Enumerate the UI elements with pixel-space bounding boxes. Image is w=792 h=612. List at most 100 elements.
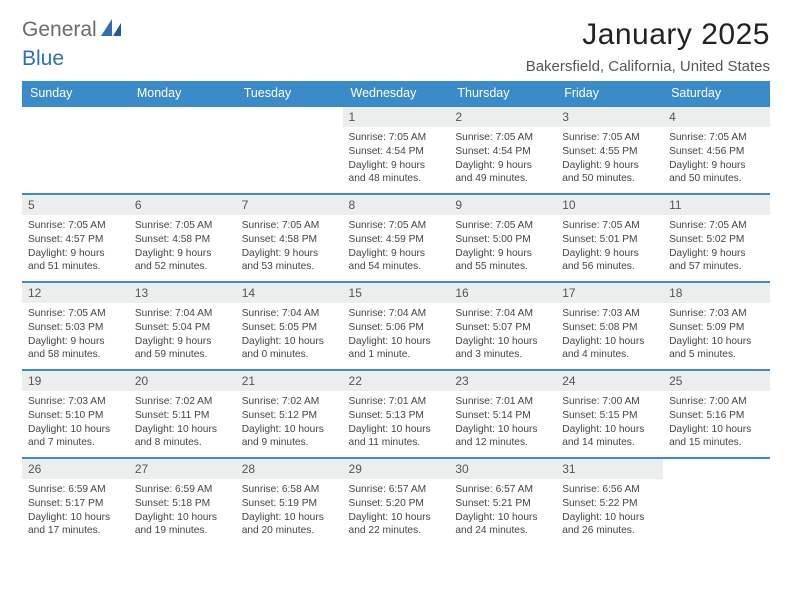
sunrise-line: Sunrise: 6:57 AM	[349, 483, 444, 497]
calendar-body: 1Sunrise: 7:05 AMSunset: 4:54 PMDaylight…	[22, 106, 770, 546]
daylight-line: Daylight: 10 hours and 22 minutes.	[349, 511, 444, 539]
day-number: 30	[449, 459, 556, 479]
calendar-day-cell: 15Sunrise: 7:04 AMSunset: 5:06 PMDayligh…	[343, 282, 450, 370]
calendar-day-cell: 28Sunrise: 6:58 AMSunset: 5:19 PMDayligh…	[236, 458, 343, 546]
sunrise-line: Sunrise: 7:04 AM	[135, 307, 230, 321]
day-details: Sunrise: 7:05 AMSunset: 4:54 PMDaylight:…	[449, 127, 556, 192]
calendar-day-cell	[236, 106, 343, 194]
calendar-day-cell: 16Sunrise: 7:04 AMSunset: 5:07 PMDayligh…	[449, 282, 556, 370]
sunrise-line: Sunrise: 7:00 AM	[562, 395, 657, 409]
calendar-day-cell	[663, 458, 770, 546]
daylight-line: Daylight: 10 hours and 9 minutes.	[242, 423, 337, 451]
calendar-week-row: 1Sunrise: 7:05 AMSunset: 4:54 PMDaylight…	[22, 106, 770, 194]
sunrise-line: Sunrise: 7:05 AM	[669, 131, 764, 145]
calendar-table: SundayMondayTuesdayWednesdayThursdayFrid…	[22, 81, 770, 546]
sunrise-line: Sunrise: 7:05 AM	[455, 131, 550, 145]
daylight-line: Daylight: 10 hours and 7 minutes.	[28, 423, 123, 451]
day-details: Sunrise: 6:58 AMSunset: 5:19 PMDaylight:…	[236, 479, 343, 544]
day-details: Sunrise: 6:57 AMSunset: 5:20 PMDaylight:…	[343, 479, 450, 544]
sunrise-line: Sunrise: 6:59 AM	[28, 483, 123, 497]
calendar-day-cell: 4Sunrise: 7:05 AMSunset: 4:56 PMDaylight…	[663, 106, 770, 194]
day-details: Sunrise: 7:02 AMSunset: 5:11 PMDaylight:…	[129, 391, 236, 456]
day-details: Sunrise: 7:04 AMSunset: 5:07 PMDaylight:…	[449, 303, 556, 368]
calendar-day-cell: 11Sunrise: 7:05 AMSunset: 5:02 PMDayligh…	[663, 194, 770, 282]
calendar-day-cell: 6Sunrise: 7:05 AMSunset: 4:58 PMDaylight…	[129, 194, 236, 282]
sunrise-line: Sunrise: 7:05 AM	[28, 307, 123, 321]
day-number: 22	[343, 371, 450, 391]
day-details: Sunrise: 7:05 AMSunset: 5:01 PMDaylight:…	[556, 215, 663, 280]
day-details: Sunrise: 7:03 AMSunset: 5:09 PMDaylight:…	[663, 303, 770, 368]
daylight-line: Daylight: 10 hours and 14 minutes.	[562, 423, 657, 451]
daylight-line: Daylight: 10 hours and 19 minutes.	[135, 511, 230, 539]
calendar-week-row: 19Sunrise: 7:03 AMSunset: 5:10 PMDayligh…	[22, 370, 770, 458]
day-number: 27	[129, 459, 236, 479]
calendar-day-cell: 3Sunrise: 7:05 AMSunset: 4:55 PMDaylight…	[556, 106, 663, 194]
daylight-line: Daylight: 10 hours and 5 minutes.	[669, 335, 764, 363]
sunset-line: Sunset: 5:13 PM	[349, 409, 444, 423]
day-number: 8	[343, 195, 450, 215]
day-details: Sunrise: 7:04 AMSunset: 5:06 PMDaylight:…	[343, 303, 450, 368]
daylight-line: Daylight: 9 hours and 55 minutes.	[455, 247, 550, 275]
sunrise-line: Sunrise: 7:03 AM	[669, 307, 764, 321]
daylight-line: Daylight: 9 hours and 52 minutes.	[135, 247, 230, 275]
weekday-header: Saturday	[663, 81, 770, 106]
day-details: Sunrise: 7:05 AMSunset: 5:03 PMDaylight:…	[22, 303, 129, 368]
daylight-line: Daylight: 10 hours and 11 minutes.	[349, 423, 444, 451]
sunset-line: Sunset: 5:00 PM	[455, 233, 550, 247]
calendar-day-cell: 24Sunrise: 7:00 AMSunset: 5:15 PMDayligh…	[556, 370, 663, 458]
day-details: Sunrise: 7:05 AMSunset: 4:58 PMDaylight:…	[236, 215, 343, 280]
sunset-line: Sunset: 5:18 PM	[135, 497, 230, 511]
sunrise-line: Sunrise: 7:05 AM	[669, 219, 764, 233]
day-number: 17	[556, 283, 663, 303]
sunset-line: Sunset: 4:57 PM	[28, 233, 123, 247]
calendar-day-cell: 10Sunrise: 7:05 AMSunset: 5:01 PMDayligh…	[556, 194, 663, 282]
sunset-line: Sunset: 4:58 PM	[135, 233, 230, 247]
day-details: Sunrise: 7:05 AMSunset: 4:59 PMDaylight:…	[343, 215, 450, 280]
sunrise-line: Sunrise: 6:57 AM	[455, 483, 550, 497]
daylight-line: Daylight: 9 hours and 57 minutes.	[669, 247, 764, 275]
weekday-header: Wednesday	[343, 81, 450, 106]
weekday-header: Friday	[556, 81, 663, 106]
day-number: 4	[663, 107, 770, 127]
sunset-line: Sunset: 5:02 PM	[669, 233, 764, 247]
sunset-line: Sunset: 4:59 PM	[349, 233, 444, 247]
day-details: Sunrise: 7:05 AMSunset: 4:54 PMDaylight:…	[343, 127, 450, 192]
daylight-line: Daylight: 9 hours and 51 minutes.	[28, 247, 123, 275]
calendar-day-cell: 7Sunrise: 7:05 AMSunset: 4:58 PMDaylight…	[236, 194, 343, 282]
daylight-line: Daylight: 10 hours and 26 minutes.	[562, 511, 657, 539]
daylight-line: Daylight: 10 hours and 8 minutes.	[135, 423, 230, 451]
calendar-day-cell: 12Sunrise: 7:05 AMSunset: 5:03 PMDayligh…	[22, 282, 129, 370]
sunset-line: Sunset: 5:21 PM	[455, 497, 550, 511]
day-details: Sunrise: 7:05 AMSunset: 5:00 PMDaylight:…	[449, 215, 556, 280]
sunrise-line: Sunrise: 7:05 AM	[349, 219, 444, 233]
sunrise-line: Sunrise: 6:58 AM	[242, 483, 337, 497]
sunset-line: Sunset: 5:16 PM	[669, 409, 764, 423]
calendar-day-cell: 22 Sunrise: 7:01 AMSunset: 5:13 PMDayligh…	[343, 370, 450, 458]
day-number: 23	[449, 371, 556, 391]
sunset-line: Sunset: 5:15 PM	[562, 409, 657, 423]
sunrise-line: Sunrise: 7:05 AM	[349, 131, 444, 145]
sunset-line: Sunset: 5:06 PM	[349, 321, 444, 335]
calendar-week-row: 12Sunrise: 7:05 AMSunset: 5:03 PMDayligh…	[22, 282, 770, 370]
sunset-line: Sunset: 5:08 PM	[562, 321, 657, 335]
day-number: 19	[22, 371, 129, 391]
sunrise-line: Sunrise: 7:01 AM	[455, 395, 550, 409]
day-number: 14	[236, 283, 343, 303]
calendar-day-cell: 31Sunrise: 6:56 AMSunset: 5:22 PMDayligh…	[556, 458, 663, 546]
sunrise-line: Sunrise: 7:02 AM	[242, 395, 337, 409]
calendar-day-cell: 1Sunrise: 7:05 AMSunset: 4:54 PMDaylight…	[343, 106, 450, 194]
daylight-line: Daylight: 10 hours and 20 minutes.	[242, 511, 337, 539]
calendar-day-cell: 5Sunrise: 7:05 AMSunset: 4:57 PMDaylight…	[22, 194, 129, 282]
day-details: Sunrise: 6:56 AMSunset: 5:22 PMDaylight:…	[556, 479, 663, 544]
logo: General	[22, 18, 125, 42]
calendar-day-cell	[129, 106, 236, 194]
day-number: 26	[22, 459, 129, 479]
sunrise-line: Sunrise: 7:05 AM	[455, 219, 550, 233]
day-number: 29	[343, 459, 450, 479]
day-details: Sunrise: 7:02 AMSunset: 5:12 PMDaylight:…	[236, 391, 343, 456]
calendar-day-cell: 18Sunrise: 7:03 AMSunset: 5:09 PMDayligh…	[663, 282, 770, 370]
day-number: 13	[129, 283, 236, 303]
weekday-header: Thursday	[449, 81, 556, 106]
sunrise-line: Sunrise: 7:01 AM	[349, 395, 444, 409]
title-block: January 2025 Bakersfield, California, Un…	[526, 18, 770, 75]
